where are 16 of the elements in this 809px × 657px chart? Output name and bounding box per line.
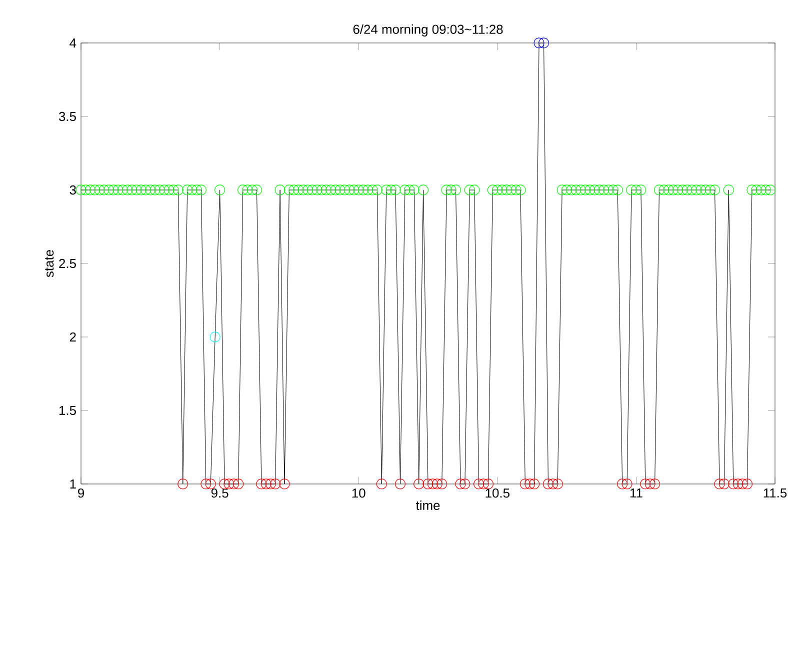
y-tick-label: 2 [70,332,76,342]
x-tick-label: 9.5 [211,488,228,498]
x-tick-label: 9 [78,488,84,498]
y-tick-label: 4 [70,38,76,48]
x-tick-label: 11.5 [764,488,787,498]
y-axis-title: state [45,250,54,278]
y-tick-label: 3 [70,185,76,195]
chart-title: 6/24 morning 09:03~11:28 [353,24,503,36]
x-tick-label: 10 [352,488,366,498]
y-tick-label: 3.5 [58,112,76,122]
x-tick-label: 10.5 [486,488,510,498]
y-tick-label: 2.5 [59,258,76,268]
y-tick-label: 1 [70,480,76,488]
y-tick-label: 1.5 [59,406,76,415]
x-axis-title: time [416,500,440,510]
x-tick-label: 11 [630,488,642,498]
